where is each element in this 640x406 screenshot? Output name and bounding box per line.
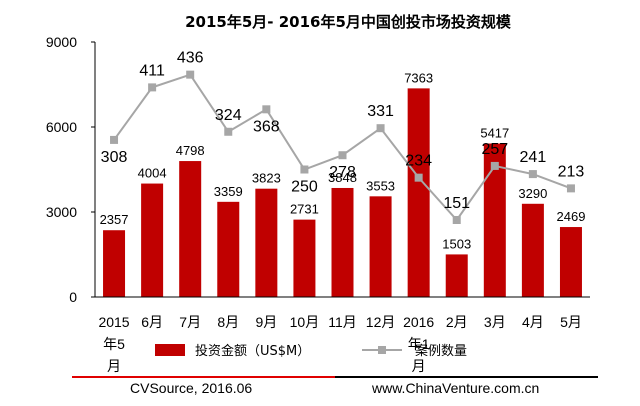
bar-value-label: 1503 bbox=[442, 236, 471, 251]
y-axis: 0 3000 6000 9000 bbox=[46, 34, 96, 305]
x-tick-label: 7月 bbox=[179, 314, 201, 330]
chart-title: 2015年5月- 2016年5月中国创投市场投资规模 bbox=[185, 13, 512, 31]
legend-swatch-bar bbox=[155, 344, 185, 356]
bar bbox=[331, 187, 354, 297]
bar bbox=[407, 88, 430, 297]
line-marker bbox=[490, 161, 499, 170]
line-value-label: 151 bbox=[443, 195, 470, 212]
x-tick-label: 4月 bbox=[522, 314, 544, 330]
bar bbox=[483, 143, 506, 297]
bar-value-label: 7363 bbox=[404, 70, 433, 85]
bar-value-label: 3290 bbox=[518, 186, 547, 201]
legend-label-bar: 投资金额（US$M） bbox=[195, 343, 310, 359]
bar-data-labels: 2357 4004 4798 3359 3823 2731 3848 3553 7363 1503… bbox=[100, 70, 586, 251]
line-marker bbox=[262, 105, 271, 114]
footer-source: CVSource, 2016.06 bbox=[130, 380, 252, 396]
bar bbox=[103, 230, 126, 297]
line-value-label: 324 bbox=[215, 107, 242, 124]
footer-website: www.ChinaVenture.com.cn bbox=[371, 380, 539, 396]
line-value-label: 241 bbox=[520, 149, 547, 166]
line-marker bbox=[414, 173, 423, 182]
line-value-label: 278 bbox=[329, 164, 356, 181]
bar-value-label: 5417 bbox=[480, 126, 509, 141]
line-marker bbox=[300, 165, 309, 174]
bar bbox=[521, 203, 544, 297]
line-data-labels: 308 411 436 324 368 250 278 331 234 151 257 241 213 bbox=[101, 50, 585, 212]
x-tick-label: 6月 bbox=[141, 314, 163, 330]
x-tick-label: 2016 年1 月 bbox=[403, 314, 434, 374]
line-marker bbox=[224, 127, 233, 136]
x-tick-label: 2月 bbox=[446, 314, 468, 330]
x-axis: 2015 年5 月 6月 7月 8月 9月 10月 11月 12月 2016 年1 月 2月 3月 4月 5月 bbox=[95, 296, 590, 374]
line-marker bbox=[110, 135, 119, 144]
y-tick-label: 3000 bbox=[46, 204, 77, 220]
legend-swatch-marker bbox=[378, 346, 386, 354]
bar bbox=[369, 196, 392, 297]
x-tick-label: 9月 bbox=[255, 314, 277, 330]
bar-value-label: 2469 bbox=[557, 209, 586, 224]
line-marker bbox=[566, 184, 575, 193]
line-value-label: 213 bbox=[558, 163, 585, 180]
line-value-label: 331 bbox=[367, 103, 394, 120]
line-marker bbox=[338, 151, 347, 160]
line-marker bbox=[528, 170, 537, 179]
line-value-label: 250 bbox=[291, 179, 318, 196]
line-value-label: 411 bbox=[139, 62, 165, 79]
bar bbox=[255, 188, 278, 297]
bar-value-label: 2357 bbox=[100, 212, 129, 227]
x-tick-label: 10月 bbox=[290, 314, 320, 330]
bar-series bbox=[103, 88, 582, 297]
y-tick-label: 9000 bbox=[46, 34, 77, 50]
line-marker bbox=[376, 124, 385, 133]
y-tick-label: 0 bbox=[69, 289, 77, 305]
x-tick-label: 8月 bbox=[217, 314, 239, 330]
bar-value-label: 4004 bbox=[138, 166, 167, 181]
bar-value-label: 2731 bbox=[290, 202, 319, 217]
line-value-label: 308 bbox=[101, 149, 128, 166]
bar bbox=[293, 219, 316, 297]
x-tick-label: 11月 bbox=[328, 314, 357, 330]
y-tick-label: 6000 bbox=[46, 119, 77, 135]
line-marker bbox=[452, 215, 461, 224]
line-value-label: 234 bbox=[405, 153, 432, 170]
x-tick-label: 5月 bbox=[560, 314, 582, 330]
bar bbox=[559, 227, 582, 297]
x-tick-label: 12月 bbox=[366, 314, 396, 330]
bar bbox=[141, 183, 164, 297]
x-tick-label: 2015 年5 月 bbox=[98, 314, 129, 374]
line-value-label: 257 bbox=[481, 141, 508, 158]
line-marker bbox=[148, 83, 157, 92]
bar bbox=[445, 254, 468, 297]
bar-value-label: 3359 bbox=[214, 184, 243, 199]
legend: 投资金额（US$M） 案例数量 bbox=[155, 343, 467, 359]
bar-value-label: 4798 bbox=[176, 143, 205, 158]
bar-value-label: 3848 bbox=[328, 170, 357, 185]
line-marker bbox=[186, 70, 195, 79]
bar-value-label: 3553 bbox=[366, 178, 395, 193]
x-tick-label: 3月 bbox=[484, 314, 506, 330]
line-series bbox=[110, 70, 575, 224]
bar bbox=[217, 201, 240, 297]
line-value-label: 436 bbox=[177, 50, 204, 67]
bar bbox=[179, 161, 202, 297]
bar-value-label: 3823 bbox=[252, 171, 281, 186]
line-value-label: 368 bbox=[253, 118, 280, 135]
legend-label-line: 案例数量 bbox=[415, 344, 467, 359]
